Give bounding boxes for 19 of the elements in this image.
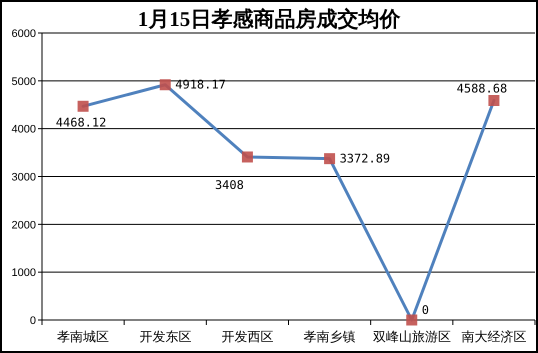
y-tick-label: 1000 [12, 267, 36, 280]
data-label: 3372.89 [340, 152, 390, 166]
data-label: 4588.68 [456, 82, 508, 96]
data-label: 0 [422, 303, 429, 317]
y-tick-label: 6000 [12, 28, 36, 40]
data-label: 4468.12 [56, 115, 106, 130]
y-tick-label: 2000 [12, 219, 36, 232]
x-tick-label: 开发东区 [139, 329, 192, 344]
y-tick-label: 0 [30, 315, 36, 327]
y-tick-label: 4000 [12, 124, 36, 136]
data-label: 3408 [214, 178, 244, 192]
x-tick-label: 孝南乡镇 [304, 329, 356, 344]
y-tick-label: 3000 [12, 172, 36, 184]
y-tick-label: 5000 [12, 76, 36, 88]
x-tick-label: 双峰山旅游区 [372, 329, 451, 344]
chart-title: 1月15日孝感商品房成交均价 [138, 7, 402, 31]
x-tick-label: 孝南城区 [57, 329, 110, 344]
x-tick-label: 开发西区 [221, 329, 274, 344]
x-tick-label: 南大经济区 [461, 329, 526, 344]
